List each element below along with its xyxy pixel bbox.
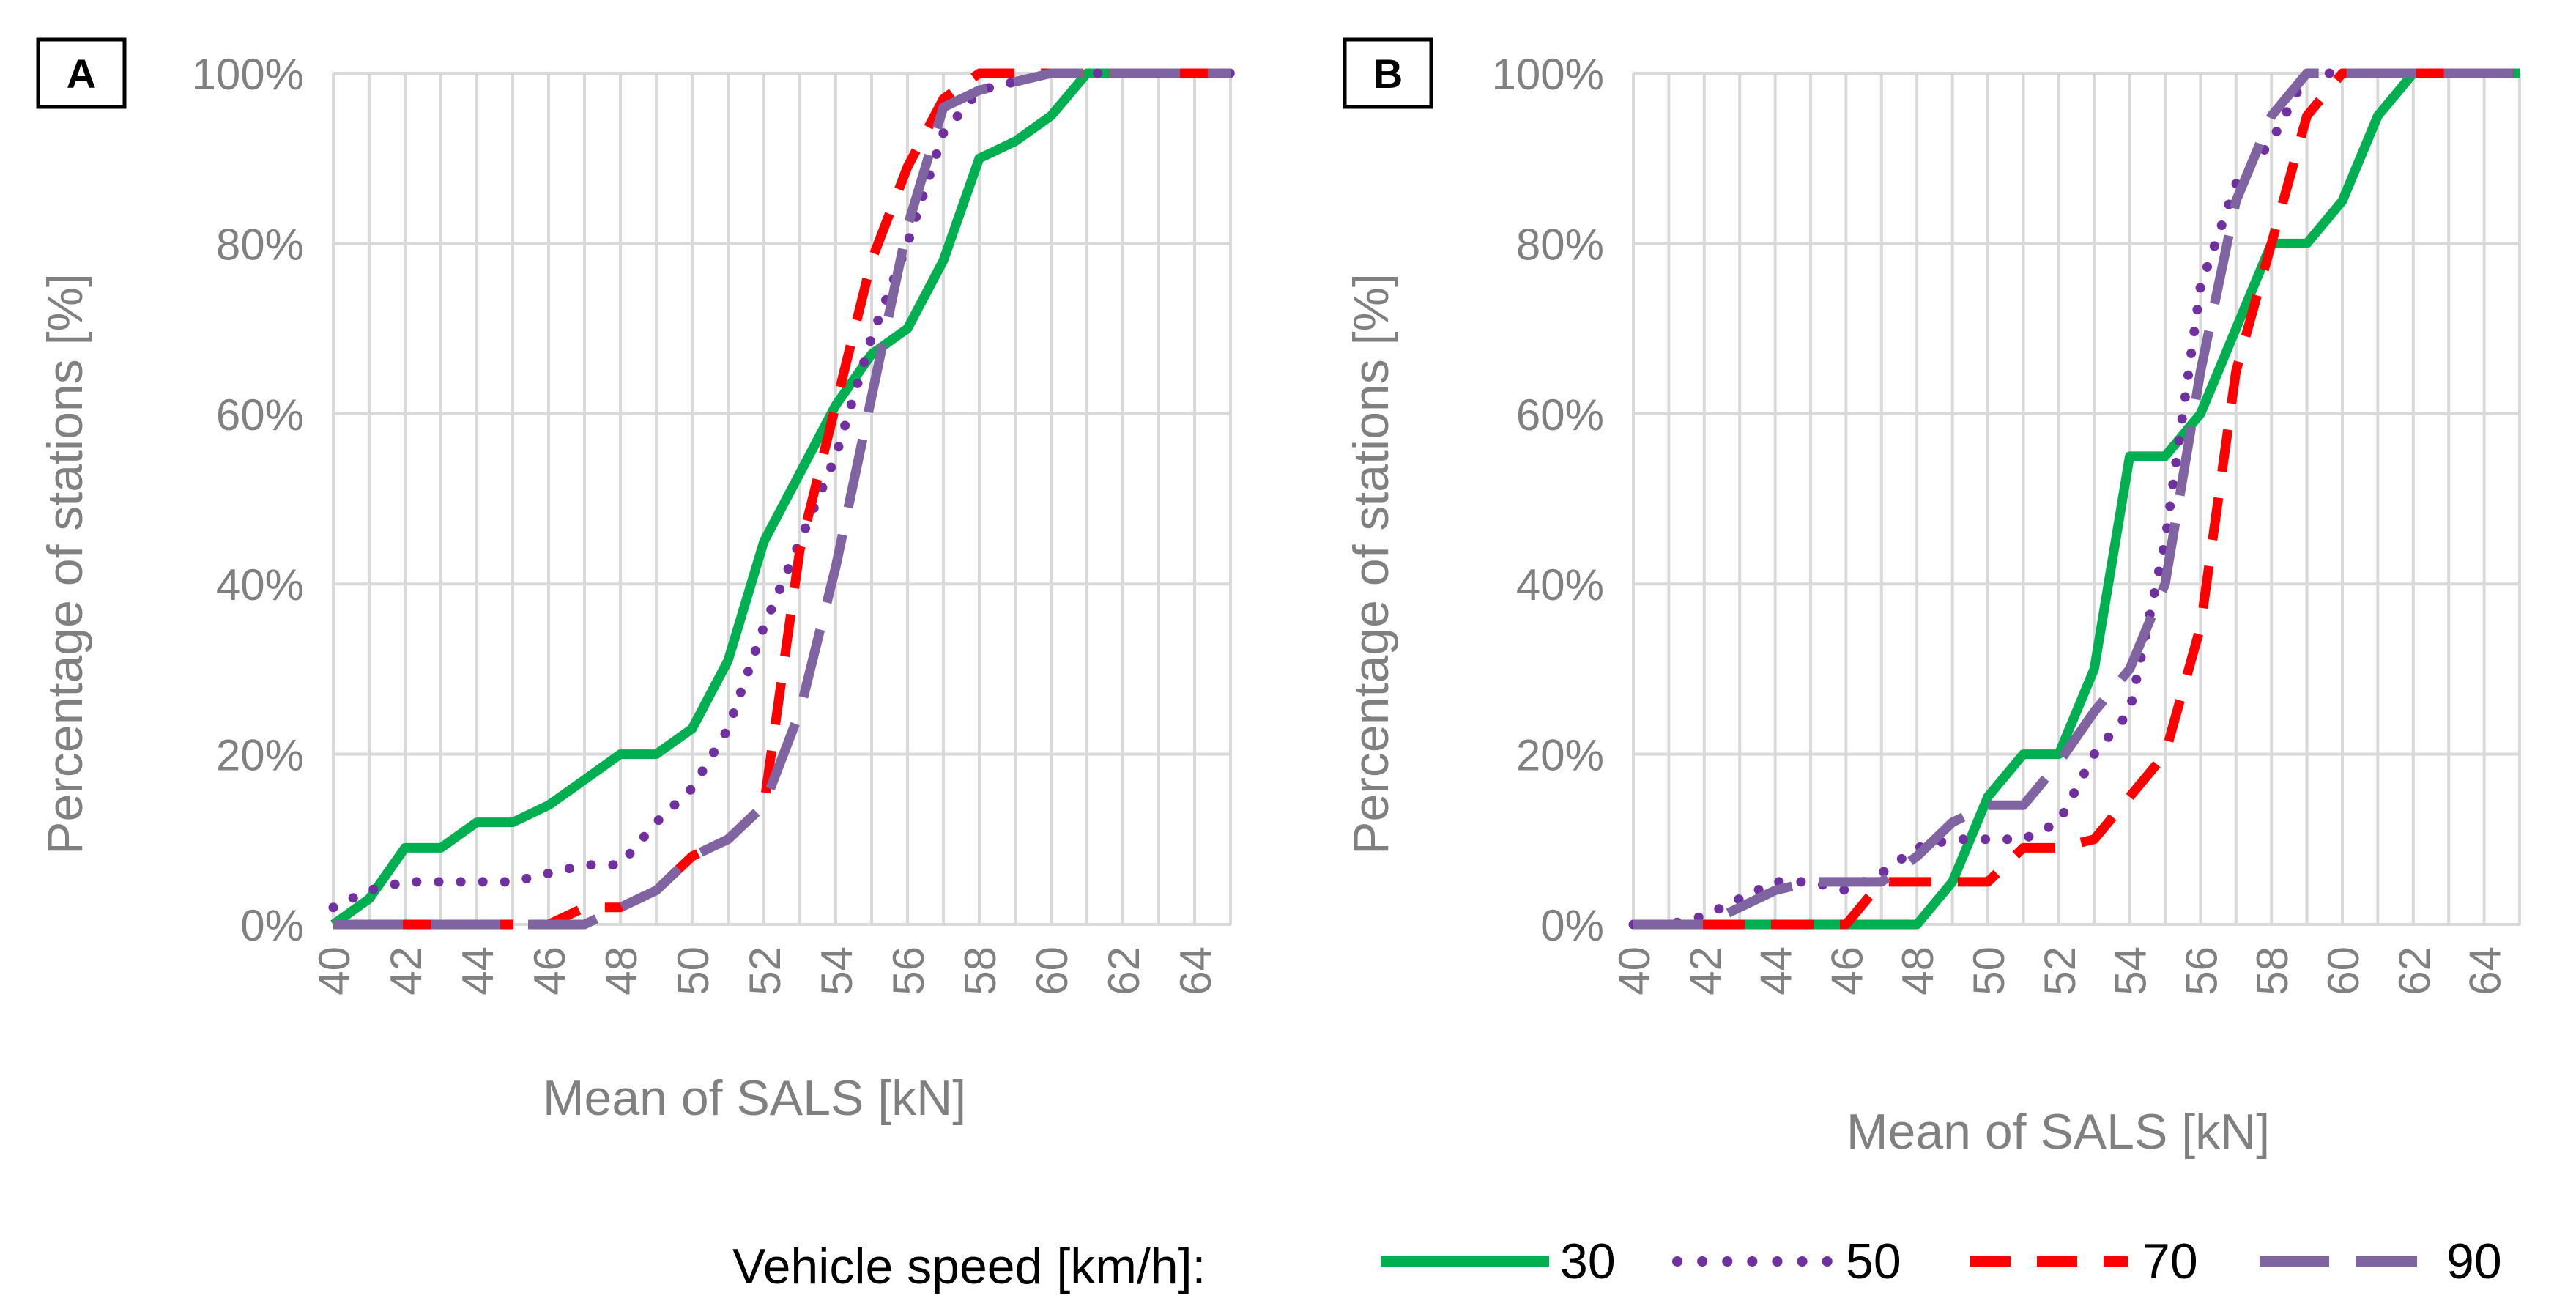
x-tick-label: 46: [1822, 946, 1871, 995]
y-tick-label: 60%: [1516, 390, 1604, 440]
series-layer: [328, 68, 1236, 930]
y-tick-label: 20%: [1516, 731, 1604, 780]
legend-title: Vehicle speed [km/h]:: [732, 1239, 1206, 1294]
y-tick-label: 80%: [1516, 220, 1604, 269]
x-tick-label: 60: [1028, 946, 1077, 995]
legend-label-30: 30: [1560, 1234, 1616, 1289]
x-tick-label: 52: [740, 946, 790, 995]
x-tick-label: 52: [2035, 946, 2085, 995]
x-tick-label: 58: [2248, 946, 2297, 995]
y-tick-label: 40%: [216, 560, 304, 609]
x-tick-label: 58: [956, 946, 1005, 995]
chart-panel-b: 0% 20% 40% 60% 80% 100% 40 42 44 46 48 50 52 54 56 58 6…: [1343, 37, 2525, 1160]
y-axis-title: Percentage of stations [%]: [1343, 273, 1399, 855]
legend: Vehicle speed [km/h]: 30 50 70 90: [732, 1234, 2502, 1294]
series-line-30: [330, 68, 1231, 929]
y-tick-label: 40%: [1516, 560, 1604, 609]
panel-label-box: [1343, 37, 1433, 109]
x-axis-title: Mean of SALS [kN]: [543, 1070, 966, 1126]
y-tick-label: 0%: [240, 901, 304, 950]
legend-label-50: 50: [1846, 1234, 1901, 1289]
legend-label-70: 70: [2142, 1234, 2198, 1289]
y-tick-labels: 0% 20% 40% 60% 80% 100%: [1492, 50, 1604, 950]
x-tick-labels: 40 42 44 46 48 50 52 54 56 58 60 62 64: [1610, 946, 2510, 995]
x-axis-title: Mean of SALS [kN]: [1846, 1104, 2270, 1160]
x-tick-label: 48: [597, 946, 646, 995]
panel-label: B: [1373, 51, 1403, 97]
series-line-50: [1628, 68, 2525, 930]
series-line-50: [328, 68, 1236, 913]
legend-label-90: 90: [2446, 1234, 2502, 1289]
series-line-90: [1633, 68, 2520, 930]
panel-label: A: [67, 51, 96, 97]
y-tick-label: 100%: [192, 50, 304, 99]
x-tick-label: 56: [884, 946, 933, 995]
gridlines: [332, 72, 1232, 926]
x-tick-label: 46: [525, 946, 574, 995]
y-tick-label: 80%: [216, 220, 304, 269]
chart-panel-a: 0% 20% 40% 60% 80% 100% 40 42 44 46 48 50 52 54 56 58 6…: [36, 37, 1236, 1126]
y-tick-label: 20%: [216, 731, 304, 780]
x-tick-label: 42: [1681, 946, 1730, 995]
y-tick-label: 0%: [1540, 901, 1604, 950]
y-axis-title: Percentage of stations [%]: [37, 273, 93, 855]
x-tick-label: 64: [1171, 946, 1220, 995]
y-tick-label: 60%: [216, 390, 304, 440]
x-tick-label: 54: [2107, 946, 2156, 995]
x-tick-label: 44: [453, 946, 502, 995]
x-tick-label: 42: [382, 946, 431, 995]
x-tick-label: 44: [1752, 946, 1801, 995]
series-line-90: [333, 68, 1231, 930]
x-tick-label: 48: [1893, 946, 1942, 995]
x-tick-labels: 40 42 44 46 48 50 52 54 56 58 60 62 64: [310, 946, 1220, 995]
x-tick-label: 60: [2319, 946, 2368, 995]
x-tick-label: 50: [1964, 946, 2013, 995]
y-tick-labels: 0% 20% 40% 60% 80% 100%: [192, 50, 304, 950]
x-tick-label: 56: [2177, 946, 2226, 995]
y-tick-label: 100%: [1492, 50, 1604, 99]
x-tick-label: 62: [1099, 946, 1148, 995]
x-tick-label: 54: [812, 946, 861, 995]
x-tick-label: 50: [669, 946, 718, 995]
x-tick-label: 40: [1610, 946, 1659, 995]
panel-label-box: [36, 37, 127, 109]
x-tick-label: 62: [2390, 946, 2439, 995]
series-layer: [1628, 68, 2525, 930]
x-tick-label: 40: [310, 946, 359, 995]
x-tick-label: 64: [2461, 946, 2510, 995]
